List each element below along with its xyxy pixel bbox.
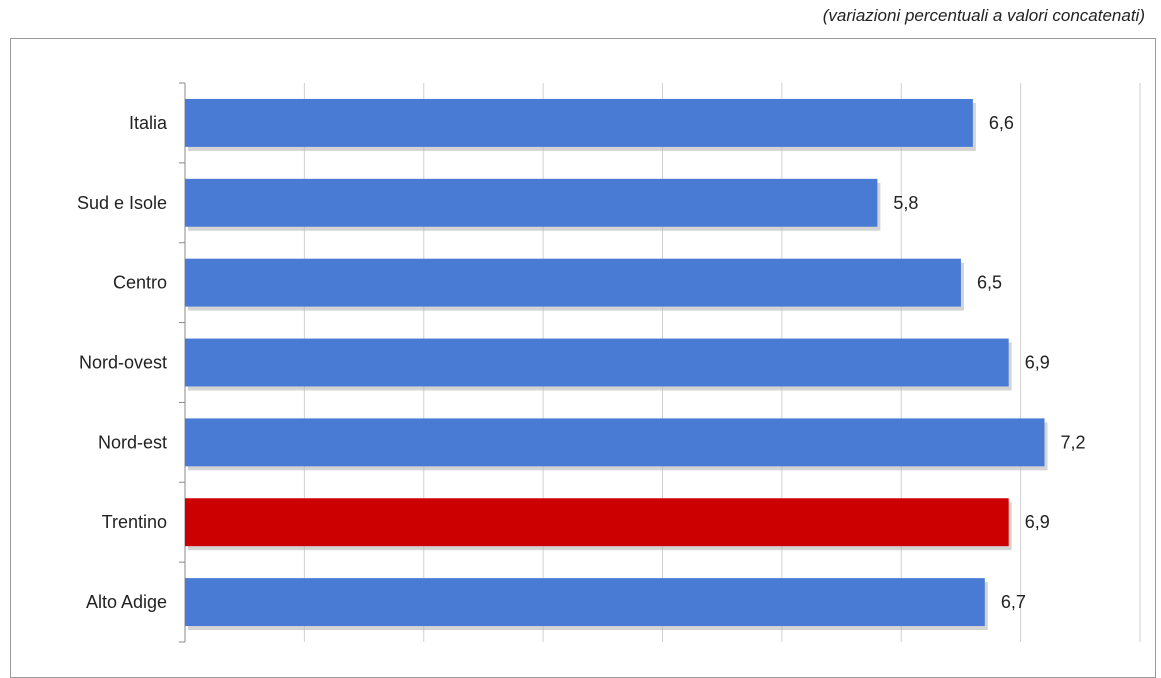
category-axis xyxy=(179,83,185,642)
category-label: Sud e Isole xyxy=(77,193,167,213)
category-label: Trentino xyxy=(102,512,167,532)
bar-centro xyxy=(185,259,961,307)
value-label: 7,2 xyxy=(1061,432,1086,452)
bar-italia xyxy=(185,99,973,147)
bar-trentino xyxy=(185,498,1009,546)
category-label: Nord-est xyxy=(98,432,167,452)
category-label: Alto Adige xyxy=(86,592,167,612)
category-label: Italia xyxy=(129,113,168,133)
bar-nord-ovest xyxy=(185,339,1009,387)
value-label: 6,9 xyxy=(1025,512,1050,532)
value-label: 6,7 xyxy=(1001,592,1026,612)
bar-sud-e-isole xyxy=(185,179,877,227)
category-label: Nord-ovest xyxy=(79,353,167,373)
bar-alto-adige xyxy=(185,578,985,626)
value-label: 6,5 xyxy=(977,273,1002,293)
value-label: 6,9 xyxy=(1025,353,1050,373)
bars xyxy=(185,99,1048,630)
value-label: 6,6 xyxy=(989,113,1014,133)
category-label: Centro xyxy=(113,273,167,293)
value-label: 5,8 xyxy=(893,193,918,213)
bar-nord-est xyxy=(185,418,1045,466)
